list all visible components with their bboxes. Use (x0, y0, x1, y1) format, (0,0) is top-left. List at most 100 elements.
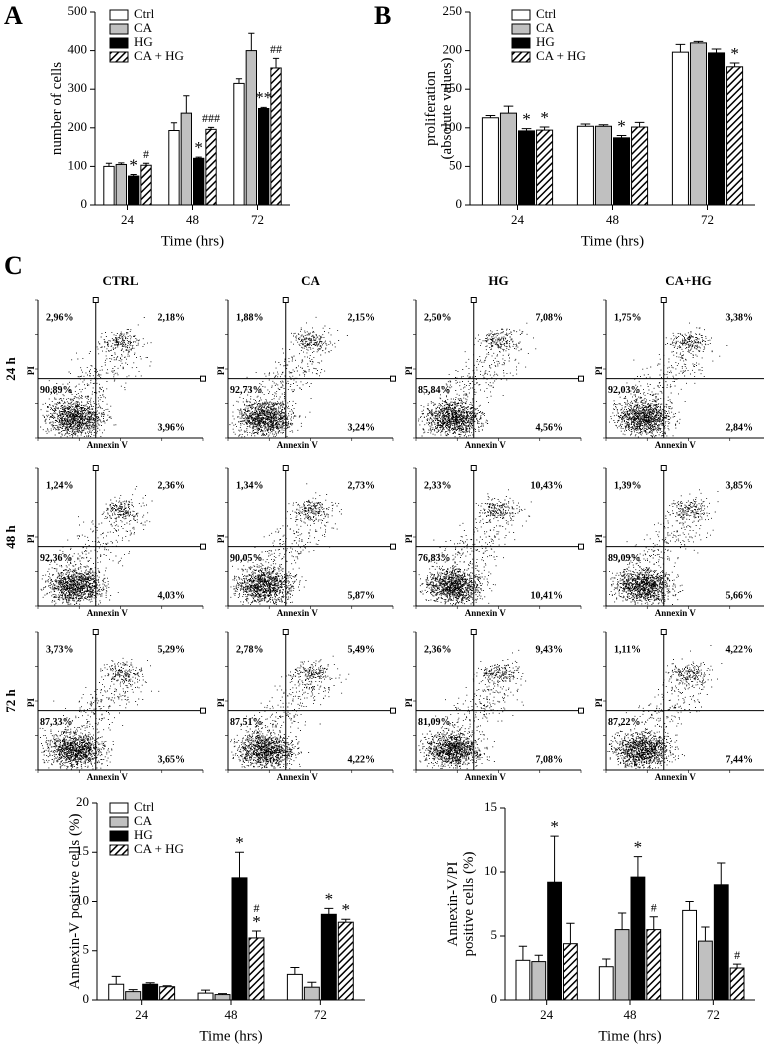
significance-mark: ## (270, 42, 282, 56)
error-bar (634, 121, 645, 128)
legend-label: Ctrl (134, 6, 155, 21)
error-bar (170, 122, 178, 131)
quadrant-percent: 87,51% (230, 717, 263, 728)
error-bar (111, 975, 121, 985)
legend-swatch (511, 9, 531, 21)
x-tick-label: 72 (701, 212, 714, 227)
error-bar (290, 966, 300, 975)
bar (142, 983, 159, 1001)
bar (140, 164, 152, 206)
event-dots (229, 316, 348, 438)
quadrant-percent: 5,66% (726, 590, 754, 601)
quadrant-handle (470, 297, 477, 303)
y-tick-label: 20 (76, 794, 89, 809)
bar (337, 921, 354, 1001)
quadrant-handle (578, 707, 584, 714)
quadrant-handle (660, 297, 667, 303)
quadrant-percent: 4,22% (726, 644, 754, 655)
quadrant-percent: 1,34% (236, 480, 264, 491)
quadrant-percent: 2,73% (348, 480, 376, 491)
legend-label: HG (134, 34, 153, 49)
error-bar (341, 918, 351, 923)
bar (233, 82, 245, 206)
quadrant-percent: 7,08% (536, 754, 564, 765)
y-axis-label: number of cells (49, 62, 65, 155)
y-axis-label: Annexin-V/PIpositive cells (%) (445, 852, 477, 957)
significance-mark: # (651, 901, 657, 915)
legend-swatch (109, 37, 129, 49)
bar (576, 125, 594, 206)
y-tick-label: 5 (83, 942, 90, 957)
legend-label: CA + HG (134, 841, 184, 856)
y-tick-label: 300 (68, 80, 88, 95)
quadrant-percent: 87,33% (40, 717, 73, 728)
error-bar (711, 48, 722, 53)
bar (193, 157, 205, 206)
y-tick-label: 15 (76, 843, 89, 858)
error-bar (566, 922, 575, 944)
x-axis-label: Time (hrs) (199, 1028, 262, 1044)
error-bar (534, 954, 543, 962)
error-bar (649, 916, 658, 930)
error-bar (248, 32, 255, 51)
flow-x-label: Annexin V (465, 440, 507, 450)
quadrant-percent: 76,83% (418, 553, 451, 564)
significance-mark: * (617, 116, 626, 135)
bar (159, 986, 176, 1001)
significance-mark: * (235, 833, 244, 852)
error-bar (195, 156, 202, 159)
flow-y-label: PI (404, 366, 414, 375)
quadrant-percent: 3,85% (726, 480, 754, 491)
quadrant-percent: 92,73% (230, 385, 263, 396)
x-tick-label: 24 (511, 212, 525, 227)
error-bar (580, 123, 591, 127)
quadrant-percent: 3,96% (158, 422, 186, 433)
significance-mark: * (634, 838, 643, 857)
bar (303, 986, 320, 1001)
y-axis-label-line: positive cells (%) (461, 852, 477, 957)
flow-x-label: Annexin V (277, 772, 319, 782)
quadrant-percent: 5,49% (348, 644, 376, 655)
y-tick-label: 150 (443, 80, 463, 95)
x-tick-label: 72 (707, 1007, 720, 1022)
y-tick-label: 0 (83, 991, 90, 1006)
bar (214, 994, 231, 1001)
x-tick-label: 24 (121, 212, 135, 227)
quadrant-percent: 2,84% (726, 422, 754, 433)
event-dots (609, 322, 728, 438)
quadrant-percent: 7,44% (726, 754, 754, 765)
quadrant-handle (200, 543, 206, 550)
quadrant-percent: 92,03% (608, 385, 641, 396)
quadrant-handle (92, 465, 99, 471)
quadrant-percent: 3,65% (158, 754, 186, 765)
error-bar (105, 162, 113, 167)
column-header: HG (488, 273, 508, 288)
error-bar (235, 78, 243, 84)
y-tick-label: 10 (76, 892, 89, 907)
row-header: 72 h (3, 688, 18, 712)
bar (613, 137, 631, 206)
event-dots (39, 657, 160, 770)
error-bar (130, 174, 137, 177)
x-tick-label: 48 (606, 212, 619, 227)
quadrant-percent: 5,29% (158, 644, 186, 655)
error-bar (685, 900, 694, 911)
quadrant-percent: 7,08% (536, 312, 564, 323)
bar (698, 940, 713, 1001)
column-header: CA (301, 273, 320, 288)
quadrant-percent: 1,11% (614, 644, 641, 655)
legend-label: HG (134, 827, 153, 842)
quadrant-percent: 2,15% (348, 312, 376, 323)
flow-y-label: PI (404, 534, 414, 543)
bar (168, 130, 180, 206)
bar (518, 130, 536, 206)
error-bar (717, 862, 726, 885)
bar (531, 961, 547, 1001)
y-tick-label: 50 (449, 157, 462, 172)
column-header: CTRL (102, 273, 138, 288)
y-axis-label-line: (absolute values) (439, 57, 455, 159)
error-bar (693, 40, 704, 43)
bar (515, 959, 531, 1001)
legend-label: HG (536, 34, 555, 49)
error-bar (550, 835, 559, 883)
